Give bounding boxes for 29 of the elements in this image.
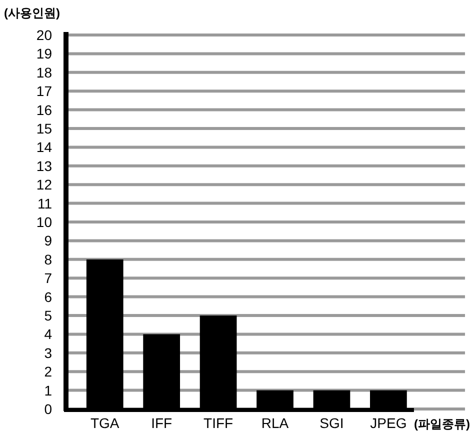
x-tick-label: TIFF [204, 415, 234, 431]
y-tick-label: 8 [44, 251, 52, 268]
y-tick-label: 5 [44, 308, 52, 324]
y-tick-label: 10 [36, 214, 52, 230]
x-tick-label: IFF [151, 415, 172, 431]
y-tick-label: 12 [36, 176, 52, 193]
y-tick-label: 4 [44, 326, 52, 342]
y-tick-label: 14 [36, 139, 52, 156]
y-tick-label: 7 [44, 270, 52, 286]
y-axis-title: (사용인원) [4, 6, 60, 20]
x-tick-label: JPEG [370, 415, 407, 431]
y-tick-label: 16 [36, 102, 52, 118]
y-tick-label: 0 [44, 401, 52, 417]
y-tick-label: 6 [44, 288, 52, 305]
y-tick-label: 15 [36, 120, 52, 136]
x-tick-label: SGI [320, 415, 344, 431]
y-tick-label: 18 [36, 64, 52, 80]
y-tick-label: 20 [36, 27, 52, 43]
y-tick-label: 9 [44, 232, 52, 249]
x-axis-title: (파일종류) [414, 417, 470, 431]
y-tick-label: 11 [37, 195, 52, 212]
x-tick-label: TGA [90, 415, 120, 431]
y-tick-label: 17 [36, 83, 52, 100]
x-tick-label: RLA [261, 415, 290, 431]
y-tick-label: 13 [36, 158, 52, 174]
y-tick-label: 3 [44, 344, 52, 361]
y-tick-label: 19 [36, 46, 52, 62]
y-tick-label: 1 [44, 382, 52, 398]
y-tick-label: 2 [44, 364, 52, 380]
